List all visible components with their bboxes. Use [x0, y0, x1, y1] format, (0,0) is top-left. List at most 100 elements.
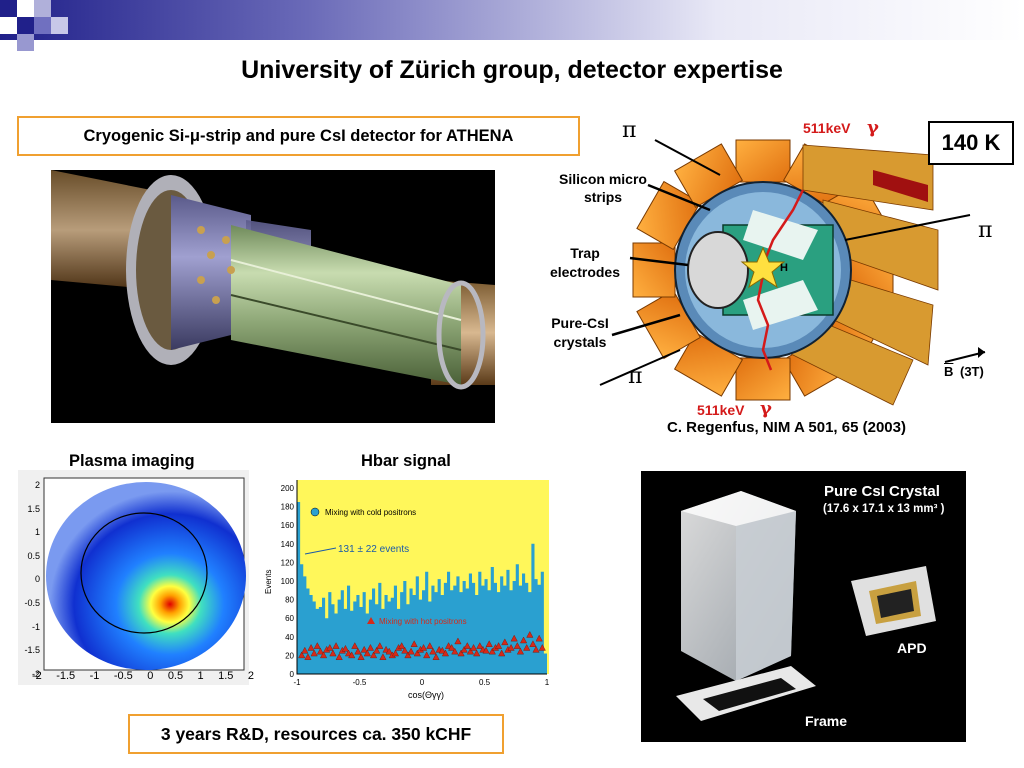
hot-positrons-point [438, 646, 446, 654]
slide-title: University of Zürich group, detector exp… [241, 56, 783, 84]
y-axis-label: Events [264, 570, 273, 594]
hot-positrons-point [526, 631, 534, 638]
x-tick-label: 0 [420, 678, 425, 687]
logo-square [0, 17, 17, 34]
hot-positrons-point [313, 642, 321, 649]
hot-positrons-point [488, 647, 496, 655]
y-tick-label: 180 [281, 503, 295, 512]
hot-positrons-point [510, 634, 518, 642]
logo-square [17, 17, 34, 34]
y-tick-label: 80 [285, 596, 294, 605]
logo-square [34, 0, 51, 17]
hot-positrons-point [366, 644, 374, 651]
x-tick-label: -1 [293, 678, 301, 687]
hydrogen-label: H [780, 262, 788, 274]
logo-square [17, 0, 34, 17]
hot-positrons-point [332, 642, 340, 649]
y-tick-label: 0 [290, 670, 295, 679]
plasma-image [18, 470, 249, 685]
hot-positrons-point [498, 649, 506, 657]
hot-positrons-point [413, 649, 421, 657]
csi-photo-title: Pure CsI Crystal [824, 483, 940, 500]
hot-positrons-point [398, 642, 406, 649]
hot-positrons-point [441, 649, 449, 657]
hot-positrons-point [351, 642, 359, 649]
hot-positrons-point [341, 644, 349, 652]
hot-positrons-point [466, 647, 474, 655]
hot-positrons-point [420, 644, 428, 651]
csi-crystals-label: Pure-CsI crystals [551, 315, 609, 350]
hot-positrons-point [507, 644, 515, 651]
csi-crystal-photo [641, 471, 966, 742]
hot-positrons-point [501, 638, 509, 646]
hot-positrons-point [520, 636, 528, 644]
hot-positrons-point [391, 649, 399, 657]
hot-positrons-point [385, 647, 393, 655]
hot-positrons-point [451, 647, 459, 655]
cold-positrons-histogram [297, 501, 547, 674]
b-field-label: B [944, 364, 954, 379]
logo-square [51, 17, 68, 34]
y-tick-label: 200 [281, 484, 295, 493]
rnd-resources-box: 3 years R&D, resources ca. 350 kCHF [128, 714, 504, 754]
hot-positrons-point [316, 647, 324, 655]
hot-positrons-point [448, 644, 456, 651]
b-field-value: (3T) [960, 364, 984, 379]
frame-label: Frame [805, 713, 848, 729]
hot-positrons-point [407, 647, 415, 655]
hot-positrons-point [354, 647, 362, 655]
plasma-y-axis: 2 1.5 1 0.5 0 -0.5 -1 -1.5 -2 [24, 480, 40, 679]
hot-positrons-point [301, 646, 309, 654]
chart-axes [296, 480, 547, 675]
hot-positrons-point [326, 644, 334, 651]
hot-positrons-point [463, 642, 471, 649]
hot-positrons-point [404, 651, 412, 659]
temperature-box: 140 K [928, 121, 1014, 165]
hot-positrons-point [307, 644, 315, 651]
legend-hot-marker [367, 617, 375, 624]
trap-electrodes-label: Trap electrodes [549, 245, 621, 280]
gamma-symbol: γ [760, 398, 772, 419]
silicon-strips-label: Silicon micro strips [559, 171, 647, 205]
hot-positrons-point [454, 637, 462, 645]
gamma-symbol: γ [867, 117, 879, 138]
hot-positrons-point [370, 651, 378, 659]
pion-label: π [622, 118, 637, 143]
x-tick-label: -0.5 [353, 678, 367, 687]
hot-positrons-point [460, 645, 468, 653]
plasma-x-axis: -2 -1.5 -1 -0.5 0 0.5 1 1.5 2 [32, 670, 254, 682]
pion-label: π [978, 218, 993, 243]
hot-positrons-point [401, 646, 409, 654]
csi-photo-dims: (17.6 x 17.1 x 13 mm³ ) [823, 503, 945, 515]
legend-cold-marker [310, 507, 320, 517]
pion-label: π [628, 364, 643, 389]
hot-positrons-point [529, 640, 537, 647]
hot-positrons-point [495, 642, 503, 649]
y-tick-label: 140 [281, 540, 295, 549]
x-tick-label: 0.5 [479, 678, 491, 687]
logo-square [34, 17, 51, 34]
hot-positrons-point [329, 649, 337, 657]
y-tick-label: 160 [281, 521, 295, 530]
hot-positrons-point [482, 646, 490, 654]
hot-positrons-point [426, 642, 434, 649]
hot-positrons-point [516, 647, 524, 655]
annotation-events: 131 ± 22 events [338, 544, 409, 555]
apd-label: APD [897, 640, 927, 656]
hot-positrons-point [376, 642, 384, 649]
hot-positrons-point [373, 646, 381, 654]
detector-cross-section [599, 139, 986, 406]
hot-positrons-point [473, 649, 481, 657]
gamma-energy-label: 511keV [803, 120, 851, 136]
hot-positrons-point [538, 644, 546, 651]
hot-positrons-point [470, 644, 478, 651]
x-tick-label: 1 [545, 678, 550, 687]
hot-positrons-point [357, 653, 365, 660]
hot-positrons-point [476, 642, 484, 649]
hot-positrons-point [432, 653, 440, 660]
hot-positrons-point [298, 651, 306, 659]
x-axis-label: cos(Θγγ) [408, 690, 444, 700]
hot-positrons-point [429, 647, 437, 655]
y-tick-label: 40 [285, 633, 294, 642]
